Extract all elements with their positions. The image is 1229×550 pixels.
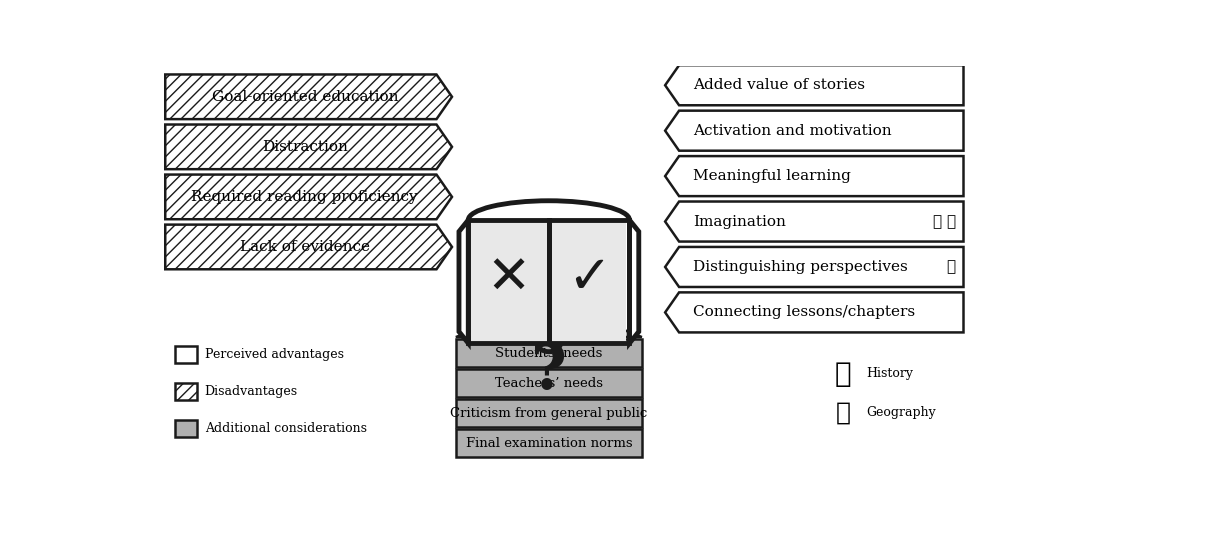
Polygon shape (665, 247, 964, 287)
Polygon shape (665, 293, 964, 332)
Text: ✓: ✓ (567, 252, 611, 304)
Text: 🌐 🏛: 🌐 🏛 (933, 214, 956, 229)
Bar (456, 399, 642, 427)
Polygon shape (165, 224, 452, 270)
Text: Lack of evidence: Lack of evidence (240, 240, 370, 254)
Text: Connecting lessons/chapters: Connecting lessons/chapters (693, 305, 916, 320)
Polygon shape (629, 220, 639, 343)
Text: 🌐: 🌐 (836, 400, 850, 425)
Polygon shape (165, 74, 452, 119)
Text: Required reading proficiency: Required reading proficiency (192, 190, 418, 204)
Text: Criticism from general public: Criticism from general public (450, 407, 648, 420)
Polygon shape (165, 174, 452, 219)
Polygon shape (665, 156, 964, 196)
Text: ?: ? (531, 343, 567, 403)
Polygon shape (549, 220, 627, 343)
Text: Perceived advantages: Perceived advantages (205, 348, 344, 361)
Polygon shape (665, 65, 964, 105)
Bar (456, 370, 642, 397)
Polygon shape (665, 201, 964, 241)
Text: Disadvantages: Disadvantages (205, 385, 297, 398)
Text: Distraction: Distraction (262, 140, 348, 154)
Polygon shape (456, 300, 642, 337)
Text: Goal-oriented education: Goal-oriented education (211, 90, 398, 104)
Text: Geography: Geography (866, 406, 936, 419)
Polygon shape (458, 220, 468, 343)
Bar (176, 383, 197, 400)
Text: ✕: ✕ (487, 252, 531, 304)
Text: History: History (866, 367, 913, 381)
Polygon shape (665, 111, 964, 151)
Text: Activation and motivation: Activation and motivation (693, 124, 892, 138)
Polygon shape (472, 220, 549, 343)
Text: Added value of stories: Added value of stories (693, 78, 865, 92)
Bar (176, 346, 197, 363)
Text: Meaningful learning: Meaningful learning (693, 169, 850, 183)
Bar (176, 420, 197, 437)
Text: 🏛: 🏛 (834, 360, 852, 388)
Text: 🏛: 🏛 (946, 260, 956, 274)
Text: Final examination norms: Final examination norms (466, 437, 632, 450)
Text: Additional considerations: Additional considerations (205, 422, 366, 435)
Text: Imagination: Imagination (693, 214, 785, 229)
Polygon shape (165, 124, 452, 169)
Text: Teachers’ needs: Teachers’ needs (495, 377, 603, 390)
Text: Students’ needs: Students’ needs (495, 346, 602, 360)
Bar (456, 339, 642, 367)
Text: Distinguishing perspectives: Distinguishing perspectives (693, 260, 908, 274)
Bar (456, 430, 642, 457)
